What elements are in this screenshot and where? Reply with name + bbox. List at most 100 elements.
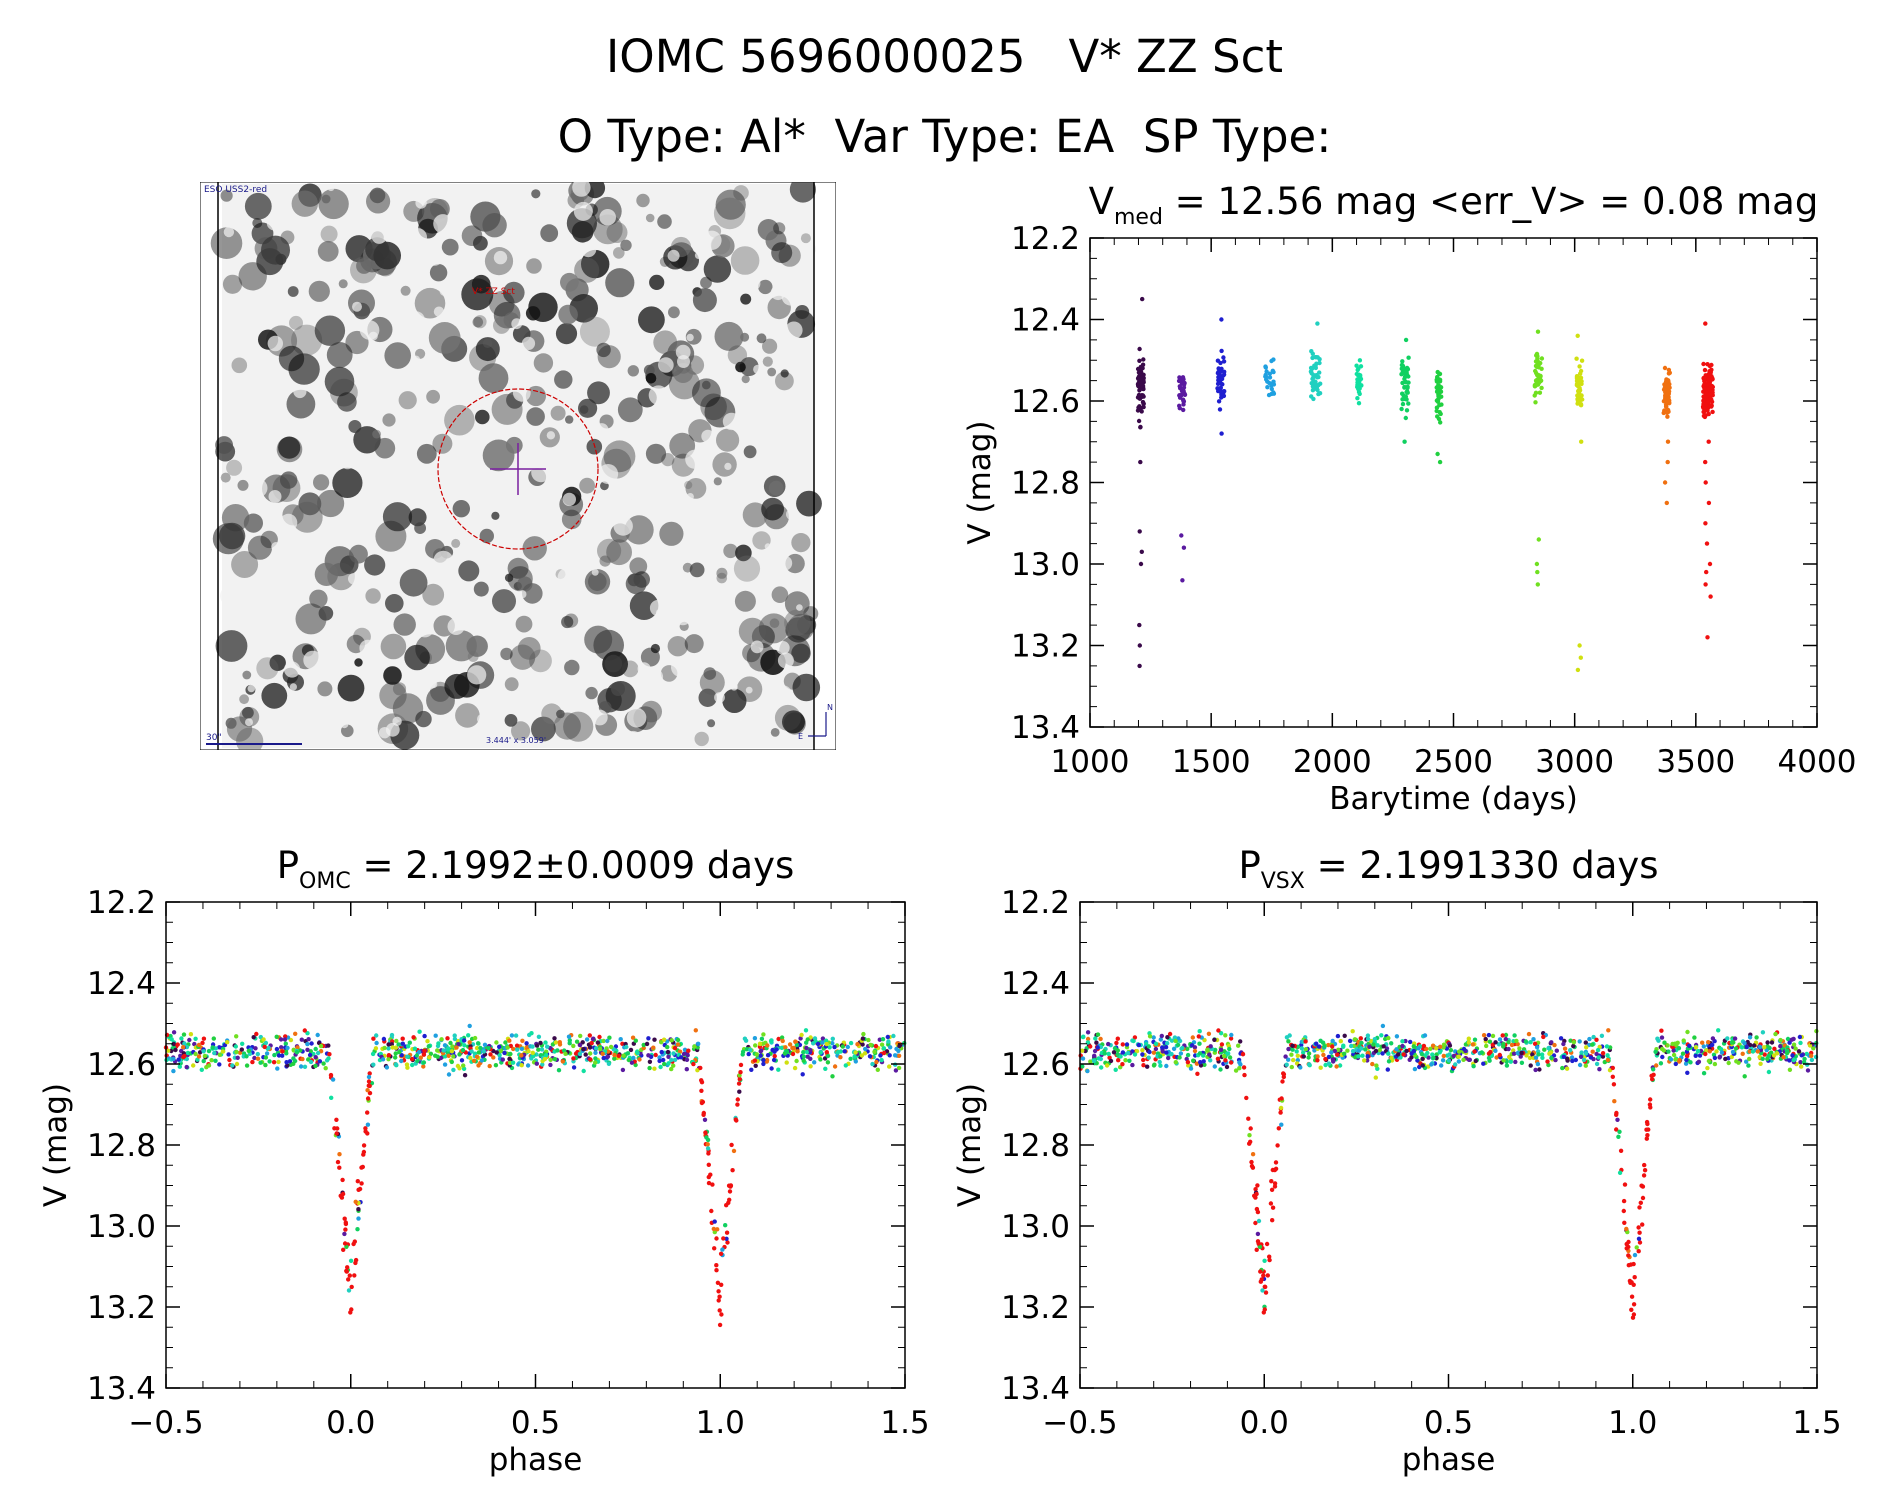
sky-blob — [492, 589, 516, 614]
data-point — [716, 1289, 721, 1294]
data-point — [1431, 1055, 1436, 1061]
data-point — [1712, 1055, 1718, 1061]
data-point — [720, 1247, 725, 1252]
data-point — [848, 1056, 853, 1062]
data-point — [1411, 1044, 1417, 1049]
data-point — [352, 1273, 357, 1278]
data-point — [476, 1041, 481, 1046]
sky-blob — [673, 363, 694, 383]
sky-blob — [564, 659, 580, 676]
data-point — [1420, 1063, 1426, 1068]
data-point — [1317, 391, 1323, 396]
data-point — [659, 1049, 664, 1055]
data-point — [390, 1045, 395, 1050]
sky-gap — [613, 516, 633, 536]
data-point — [1332, 1041, 1338, 1047]
data-point — [1436, 377, 1441, 383]
data-point — [500, 1057, 505, 1062]
sky-blob — [416, 443, 437, 464]
sky-gap — [781, 287, 800, 306]
data-point — [606, 1061, 612, 1067]
data-point — [866, 1037, 871, 1043]
data-point — [878, 1053, 883, 1058]
data-point — [282, 1037, 288, 1042]
sky-blob — [733, 555, 761, 582]
data-point — [1710, 1036, 1716, 1041]
sky-gap — [454, 663, 463, 672]
data-point — [765, 1043, 770, 1048]
data-point — [1561, 1054, 1567, 1060]
data-point — [1646, 1127, 1651, 1132]
x-tick-label: 0.5 — [511, 1405, 560, 1441]
sky-gap — [764, 543, 772, 550]
data-point — [1611, 1082, 1617, 1087]
data-point — [264, 1051, 270, 1056]
data-point — [1512, 1033, 1517, 1038]
sky-blob — [231, 551, 259, 578]
data-point — [1781, 1055, 1786, 1060]
sky-gap — [786, 483, 796, 493]
sky-gap — [647, 733, 655, 741]
data-point — [326, 1056, 331, 1061]
sky-gap — [674, 608, 692, 626]
data-point — [494, 1050, 499, 1055]
data-point — [1342, 1051, 1347, 1057]
data-point — [371, 1062, 376, 1067]
data-point — [1280, 1079, 1285, 1084]
data-point — [169, 1037, 174, 1042]
data-point — [823, 1038, 829, 1043]
data-point — [1644, 1136, 1650, 1141]
data-point — [665, 1049, 671, 1055]
data-point — [1791, 1057, 1796, 1063]
data-point — [1212, 1064, 1218, 1069]
data-point — [644, 1041, 650, 1047]
sky-blob — [478, 363, 509, 393]
sky-gap — [223, 226, 235, 238]
data-point — [1326, 1061, 1332, 1066]
data-point — [818, 1057, 823, 1062]
data-point — [1526, 1031, 1532, 1037]
data-point — [181, 1032, 187, 1037]
data-point — [1700, 404, 1706, 409]
data-point — [1731, 1040, 1736, 1045]
data-point — [1310, 351, 1316, 356]
data-point — [1253, 1195, 1258, 1200]
data-point — [1153, 1041, 1159, 1047]
sky-gap — [686, 493, 694, 501]
x-tick-label: 2500 — [1414, 744, 1493, 780]
data-point — [234, 1034, 239, 1039]
data-point — [445, 1036, 450, 1041]
data-point — [737, 1089, 742, 1094]
data-point — [1360, 1053, 1365, 1058]
data-point — [822, 1056, 828, 1061]
data-point — [1466, 1040, 1472, 1045]
data-point — [1404, 365, 1410, 371]
data-point — [893, 1068, 899, 1073]
sky-blob — [560, 272, 579, 292]
data-point — [1115, 1036, 1121, 1041]
data-point — [896, 1053, 902, 1059]
data-point — [1575, 333, 1580, 338]
data-point — [1553, 1057, 1558, 1063]
data-point — [274, 1034, 279, 1040]
data-point — [422, 1033, 427, 1039]
data-point — [373, 1046, 379, 1051]
data-point — [1147, 1049, 1152, 1055]
data-point — [1139, 383, 1145, 388]
data-point — [1708, 370, 1713, 375]
data-point — [279, 1045, 284, 1050]
sky-blob — [796, 490, 822, 517]
sky-blob — [791, 643, 811, 663]
data-point — [449, 1059, 454, 1065]
data-point — [542, 1056, 547, 1062]
y-tick-label: 12.6 — [87, 1047, 156, 1083]
data-point — [1488, 1049, 1493, 1055]
data-point — [1484, 1043, 1489, 1049]
y-tick-label: 13.4 — [1011, 710, 1080, 746]
data-point — [404, 1062, 410, 1067]
data-point — [348, 1258, 354, 1264]
data-point — [209, 1058, 214, 1063]
sky-gap — [591, 709, 608, 726]
data-point — [803, 1028, 809, 1033]
data-point — [1355, 372, 1361, 378]
